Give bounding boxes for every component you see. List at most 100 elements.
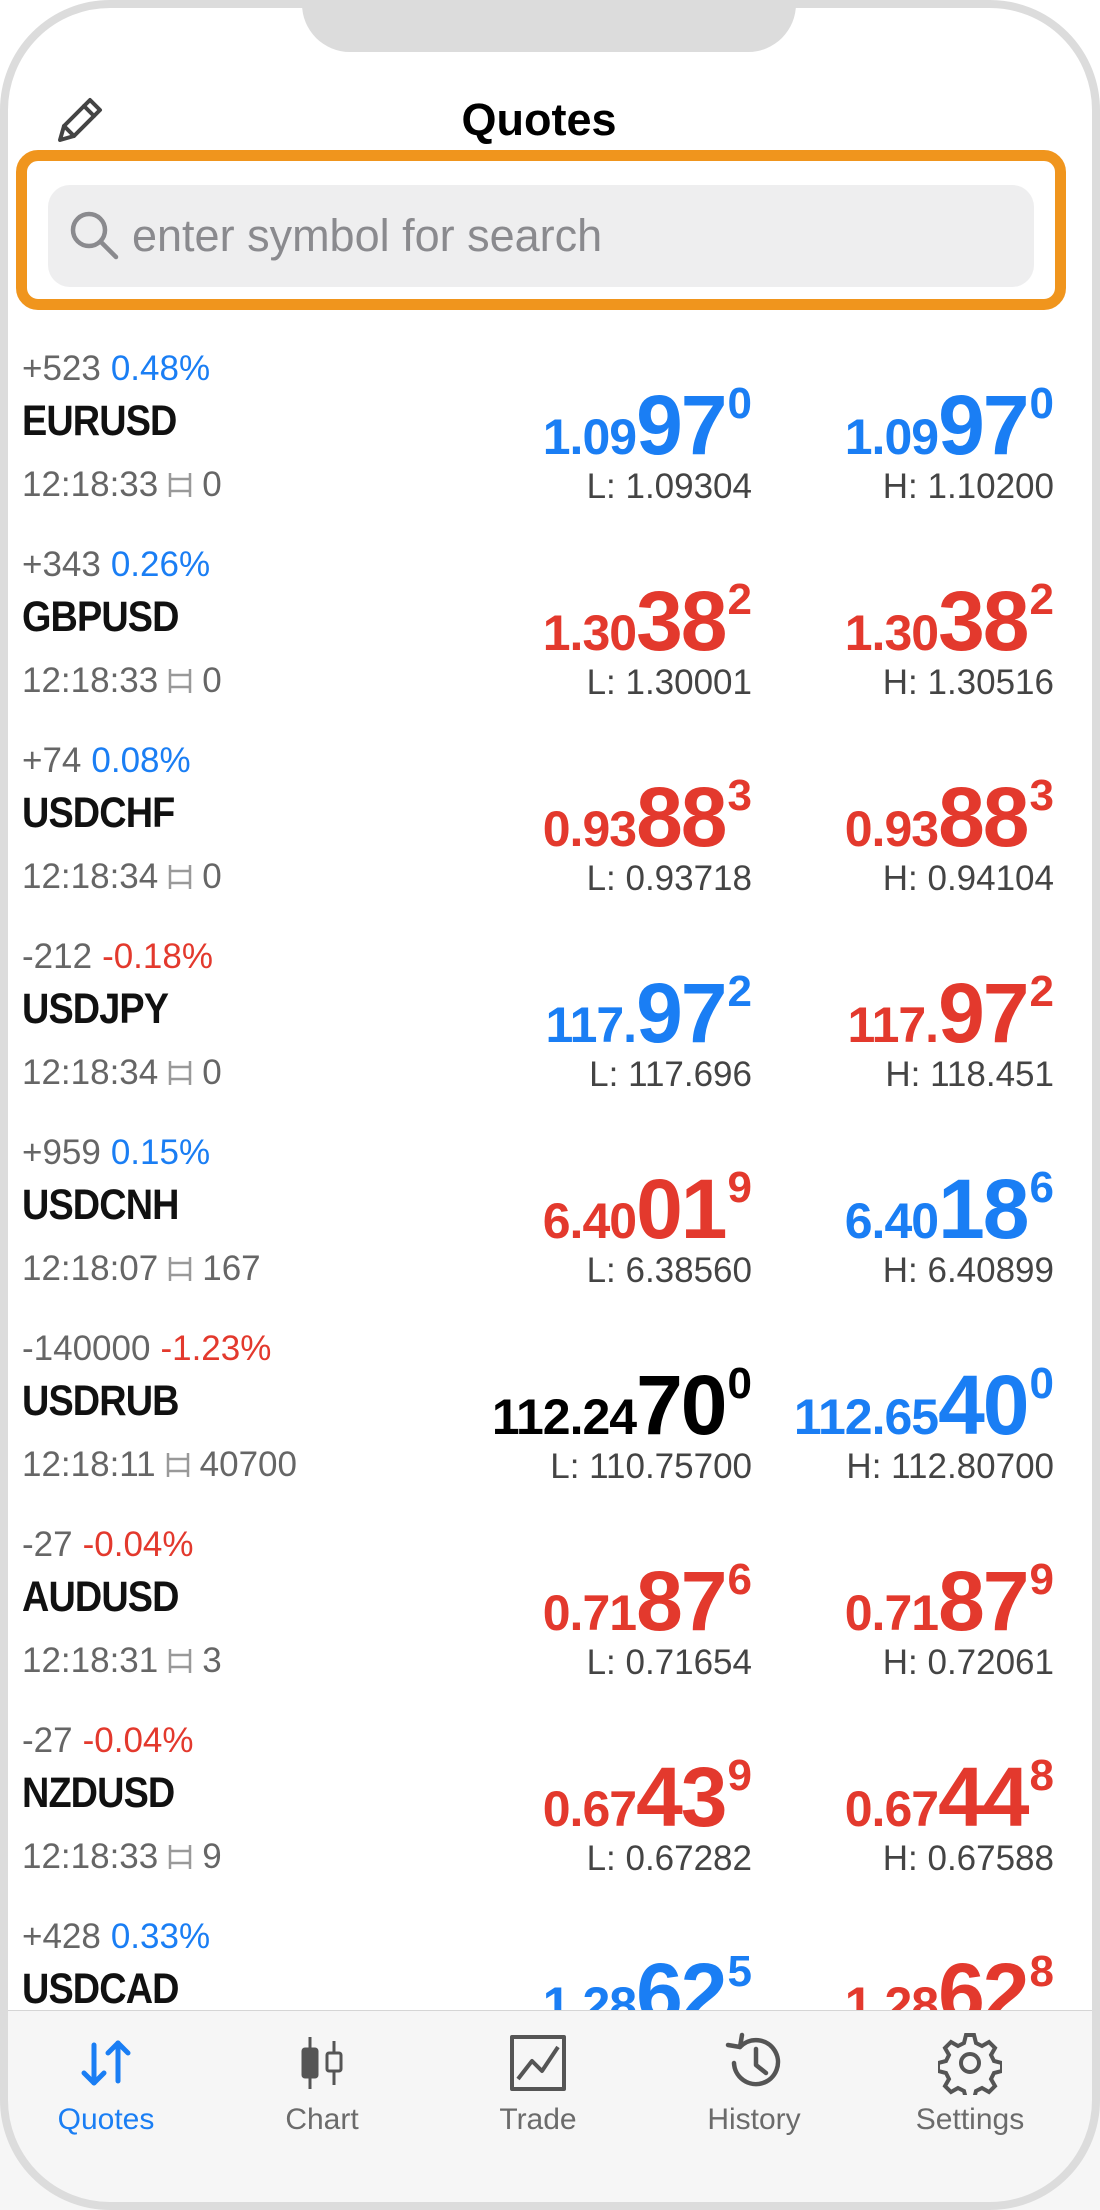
spread-icon: [169, 669, 192, 693]
ask-price-fraction: 2: [1029, 967, 1054, 1016]
search-icon: [70, 211, 119, 260]
bid-price[interactable]: 0.67439: [543, 1749, 752, 1846]
ask-price-fraction: 0: [1029, 1359, 1054, 1408]
bid-price[interactable]: 1.09970: [543, 377, 752, 474]
ask-price-prefix: 1.28: [844, 1977, 939, 2010]
ask-price[interactable]: 1.28628: [845, 1945, 1054, 2010]
quote-row[interactable]: -140000 -1.23% USDRUB 12:18:11 40700 112.…: [0, 1315, 1100, 1511]
ask-price[interactable]: 0.93883: [845, 769, 1054, 866]
day-high: H: 112.80700: [846, 1447, 1054, 1486]
spread-icon: [169, 473, 192, 497]
tab-chart[interactable]: Chart: [222, 2031, 422, 2151]
day-low: L: 0.93718: [586, 859, 752, 898]
daily-change: +959 0.15%: [22, 1133, 210, 1173]
spread-value: 167: [202, 1249, 261, 1288]
spread-value: 0: [202, 857, 222, 896]
change-percent: 0.33%: [110, 1917, 211, 1956]
quote-row[interactable]: +428 0.33% USDCAD 1.28625 1.28628: [0, 1903, 1100, 2010]
daily-change: +74 0.08%: [22, 741, 191, 781]
quote-row[interactable]: +523 0.48% EURUSD 12:18:33 0 1.09970 1.09…: [0, 335, 1100, 531]
ask-price-pips: 62: [938, 1946, 1029, 2010]
quote-row[interactable]: +74 0.08% USDCHF 12:18:34 0 0.93883 0.938…: [0, 727, 1100, 923]
tab-label: Quotes: [57, 2103, 155, 2136]
ask-price[interactable]: 0.71879: [845, 1553, 1054, 1650]
bid-price-prefix: 0.93: [542, 801, 637, 857]
ask-price-fraction: 6: [1029, 1163, 1054, 1212]
page-title: Quotes: [461, 94, 617, 145]
ask-price[interactable]: 1.30382: [845, 573, 1054, 670]
tab-label: Trade: [499, 2103, 577, 2136]
bid-price[interactable]: 112.24700: [492, 1357, 752, 1454]
spread-icon: [169, 1061, 192, 1085]
quote-meta: 12:18:33 9: [22, 1837, 222, 1877]
quote-row[interactable]: +959 0.15% USDCNH 12:18:07 167 6.40019 6.…: [0, 1119, 1100, 1315]
bid-price[interactable]: 0.71876: [543, 1553, 752, 1650]
candlestick-chart-icon: [301, 2037, 343, 2089]
quote-row[interactable]: -212 -0.18% USDJPY 12:18:34 0 117.972 117…: [0, 923, 1100, 1119]
day-low: L: 117.696: [589, 1055, 752, 1094]
tab-settings[interactable]: Settings: [870, 2031, 1070, 2151]
tab-label: History: [707, 2103, 801, 2136]
navigation-bar: Quotes: [0, 70, 1100, 170]
day-low: L: 0.71654: [586, 1643, 752, 1682]
spread-icon: [169, 865, 192, 889]
search-input[interactable]: [132, 185, 1012, 287]
change-points: -27: [22, 1721, 73, 1760]
edit-button[interactable]: [50, 90, 110, 150]
change-points: +959: [22, 1133, 101, 1172]
symbol-name: USDCAD: [22, 1965, 179, 2010]
quotes-list[interactable]: +523 0.48% EURUSD 12:18:33 0 1.09970 1.09…: [0, 335, 1100, 2010]
bid-price-fraction: 3: [727, 771, 752, 820]
ask-price[interactable]: 0.67448: [845, 1749, 1054, 1846]
bid-price[interactable]: 117.972: [546, 965, 752, 1062]
tab-history[interactable]: History: [654, 2031, 854, 2151]
ask-price[interactable]: 1.09970: [845, 377, 1054, 474]
quotes-arrows-icon: [81, 2040, 131, 2086]
bid-price[interactable]: 1.30382: [543, 573, 752, 670]
device-notch: [302, 0, 796, 52]
bid-price[interactable]: 6.40019: [543, 1161, 752, 1258]
quote-time: 12:18:34: [22, 1053, 159, 1092]
tab-quotes[interactable]: Quotes: [6, 2031, 206, 2151]
quote-row[interactable]: +343 0.26% GBPUSD 12:18:33 0 1.30382 1.30…: [0, 531, 1100, 727]
daily-change: -212 -0.18%: [22, 937, 213, 977]
search-bar[interactable]: [48, 185, 1034, 287]
ask-price-prefix: 1.09: [844, 409, 939, 465]
bid-price-prefix: 117.: [545, 997, 638, 1053]
daily-change: +523 0.48%: [22, 349, 210, 389]
symbol-name: EURUSD: [22, 397, 177, 445]
bid-price[interactable]: 1.28625: [543, 1945, 752, 2010]
ask-price-prefix: 112.65: [793, 1389, 939, 1445]
symbol-name: USDCNH: [22, 1181, 179, 1229]
change-percent: -0.04%: [82, 1721, 194, 1760]
bid-price-pips: 01: [636, 1162, 727, 1256]
quote-time: 12:18:31: [22, 1641, 159, 1680]
bid-price-fraction: 0: [727, 379, 752, 428]
day-low: L: 6.38560: [586, 1251, 752, 1290]
change-points: -212: [22, 937, 93, 976]
tab-trade[interactable]: Trade: [438, 2031, 638, 2151]
ask-price[interactable]: 6.40186: [845, 1161, 1054, 1258]
history-clock-icon: [725, 2032, 781, 2087]
quote-time: 12:18:34: [22, 857, 159, 896]
day-high: H: 0.67588: [882, 1839, 1054, 1878]
ask-price[interactable]: 112.65400: [794, 1357, 1054, 1454]
change-percent: 0.48%: [110, 349, 211, 388]
day-low: L: 110.75700: [550, 1447, 752, 1486]
bid-price-fraction: 9: [727, 1751, 752, 1800]
spread-value: 9: [202, 1837, 222, 1876]
day-high: H: 0.94104: [882, 859, 1054, 898]
quote-row[interactable]: -27 -0.04% AUDUSD 12:18:31 3 0.71876 0.71…: [0, 1511, 1100, 1707]
change-percent: 0.15%: [110, 1133, 211, 1172]
change-percent: -0.18%: [102, 937, 213, 976]
quote-meta: 12:18:34 0: [22, 857, 222, 897]
bid-price[interactable]: 0.93883: [543, 769, 752, 866]
tab-label: Settings: [915, 2103, 1025, 2136]
day-high: H: 1.30516: [882, 663, 1054, 702]
symbol-name: GBPUSD: [22, 593, 179, 641]
ask-price[interactable]: 117.972: [848, 965, 1054, 1062]
spread-value: 0: [202, 661, 222, 700]
spread-icon: [169, 1257, 192, 1281]
bid-price-pips: 43: [636, 1750, 727, 1844]
quote-row[interactable]: -27 -0.04% NZDUSD 12:18:33 9 0.67439 0.67…: [0, 1707, 1100, 1903]
